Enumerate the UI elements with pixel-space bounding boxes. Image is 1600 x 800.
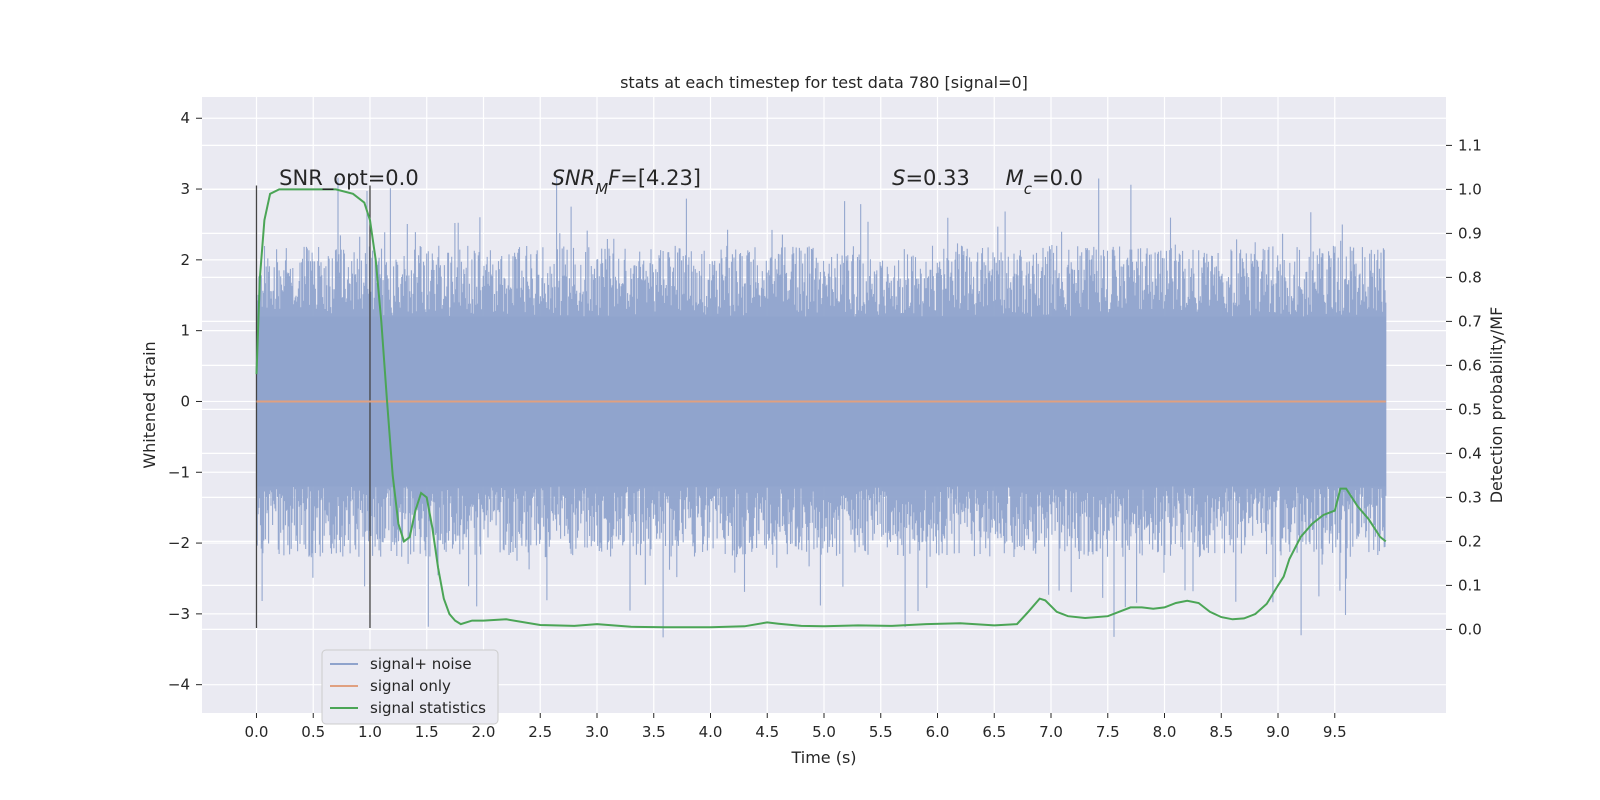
y-tick-label-left: −4 (168, 676, 190, 694)
y-tick-label-right: 0.2 (1458, 532, 1482, 550)
annotation-0: SNR_opt=0.0 (279, 166, 419, 191)
y-tick-label-right: 0.9 (1458, 224, 1482, 242)
y-axis-left-label: Whitened strain (140, 341, 159, 468)
x-tick-label: 9.0 (1266, 723, 1290, 741)
x-tick-label: 8.5 (1209, 723, 1233, 741)
statistics-line (255, 188, 1387, 629)
y-tick-label-right: 0.0 (1458, 620, 1482, 638)
y-tick-label-left: 0 (180, 392, 190, 410)
y-tick-label-left: −3 (168, 605, 190, 623)
y-tick-label-left: −1 (168, 463, 190, 481)
y-tick-label-right: 0.8 (1458, 268, 1482, 286)
x-tick-label: 9.5 (1323, 723, 1347, 741)
x-tick-label: 5.5 (869, 723, 893, 741)
x-tick-label: 1.5 (415, 723, 439, 741)
y-tick-label-right: 0.3 (1458, 488, 1482, 506)
y-tick-label-left: −2 (168, 534, 190, 552)
legend-box (321, 649, 499, 725)
y-axis-left-ticks: −4 −3 −2 −1 0 1 2 3 4 (168, 109, 202, 694)
x-tick-label: 3.0 (585, 723, 609, 741)
y-tick-label-right: 1.0 (1458, 180, 1482, 198)
annotations: SNR_opt=0.0 SNRMF=[4.23] S=0.33 Mc=0.0 (279, 166, 1083, 198)
y-tick-label-right: 0.5 (1458, 400, 1482, 418)
x-tick-label: 2.0 (472, 723, 496, 741)
legend-label-stats: signal statistics (370, 699, 486, 717)
x-tick-label: 8.0 (1153, 723, 1177, 741)
x-tick-label: 3.5 (642, 723, 666, 741)
x-tick-label: 5.0 (812, 723, 836, 741)
y-tick-label-left: 1 (180, 322, 190, 340)
x-tick-label: 0.5 (301, 723, 325, 741)
y-tick-label-left: 4 (180, 109, 190, 127)
x-tick-label: 6.0 (926, 723, 950, 741)
x-tick-label: 7.5 (1096, 723, 1120, 741)
x-axis-label: Time (s) (790, 748, 856, 767)
y-tick-label-right: 1.1 (1458, 136, 1482, 154)
annotation-1: SNRMF=[4.23] (552, 166, 701, 198)
x-axis-ticks: 0.0 0.5 1.0 1.5 2.0 2.5 3.0 3.5 4.0 4.5 5.0 5.5 6.0 6… (245, 713, 1347, 741)
x-tick-label: 4.5 (755, 723, 779, 741)
marker-lines (255, 185, 371, 629)
y-axis-right-ticks: 0.0 0.1 0.2 0.3 0.4 0.5 0.6 0.7 0.8 0.9 1.0 1.1 (1446, 136, 1482, 638)
y-tick-label-left: 3 (180, 180, 190, 198)
annotation-2: S=0.33 (892, 166, 970, 190)
legend-label-noise: signal+ noise (370, 655, 472, 673)
y-tick-label-right: 0.4 (1458, 444, 1482, 462)
chart-title: stats at each timestep for test data 780… (620, 73, 1028, 92)
annotation-3: Mc=0.0 (1006, 166, 1083, 198)
legend-label-signal: signal only (370, 677, 451, 695)
x-tick-label: 0.0 (245, 723, 269, 741)
x-tick-label: 6.5 (982, 723, 1006, 741)
y-tick-label-right: 0.1 (1458, 576, 1482, 594)
y-axis-right-label: Detection probability/MF (1487, 307, 1506, 504)
legend: signal+ noise signal only signal statist… (321, 649, 499, 725)
x-tick-label: 7.0 (1039, 723, 1063, 741)
statistics-trace (255, 188, 1387, 629)
x-tick-label: 2.5 (528, 723, 552, 741)
y-tick-label-right: 0.7 (1458, 312, 1482, 330)
x-tick-label: 4.0 (699, 723, 723, 741)
y-tick-label-right: 0.6 (1458, 356, 1482, 374)
x-tick-label: 1.0 (358, 723, 382, 741)
y-tick-label-left: 2 (180, 251, 190, 269)
